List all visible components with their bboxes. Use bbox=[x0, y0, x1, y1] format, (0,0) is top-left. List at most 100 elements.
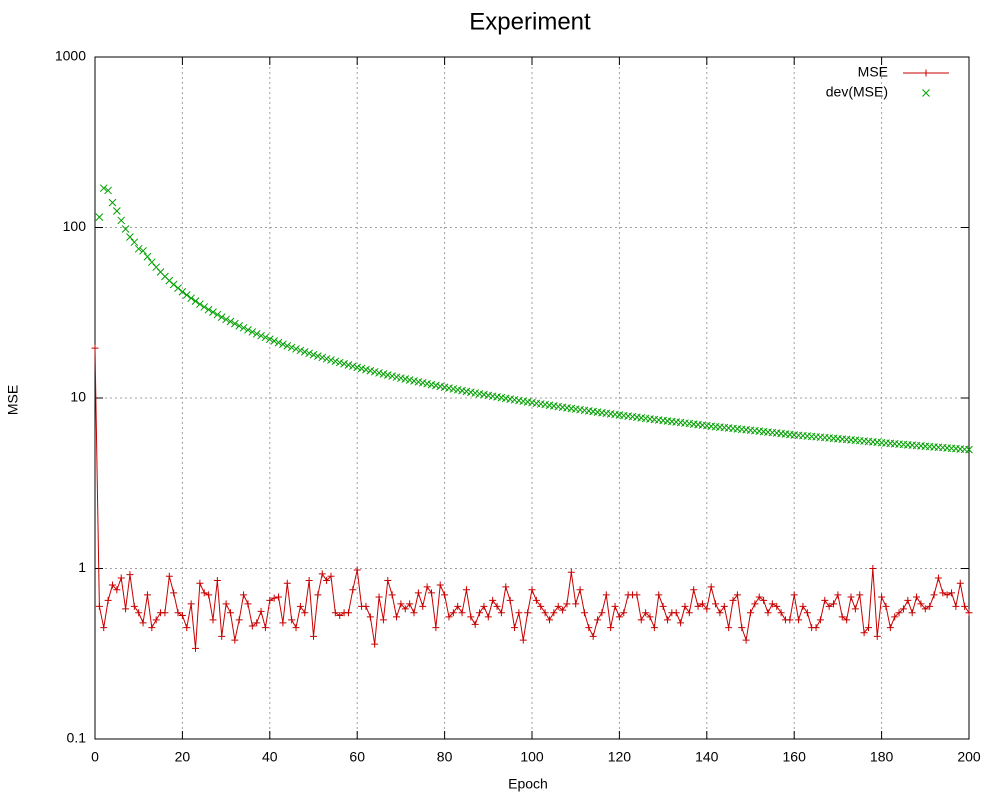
data-point bbox=[126, 233, 134, 241]
data-point bbox=[122, 605, 130, 613]
data-point bbox=[388, 591, 396, 599]
data-point bbox=[729, 596, 737, 604]
data-point bbox=[847, 593, 855, 601]
data-point bbox=[257, 331, 265, 340]
data-point bbox=[484, 613, 492, 621]
legend-marker bbox=[922, 69, 930, 77]
data-point bbox=[580, 609, 588, 617]
plot-border bbox=[94, 56, 970, 740]
data-point bbox=[244, 326, 252, 334]
data-point bbox=[493, 602, 501, 610]
data-point bbox=[314, 591, 322, 599]
data-point bbox=[476, 609, 484, 617]
data-point bbox=[908, 609, 916, 617]
data-point bbox=[646, 613, 654, 621]
data-point bbox=[91, 344, 99, 352]
x-tick-label: 0 bbox=[91, 749, 99, 765]
data-point bbox=[528, 586, 536, 594]
data-point bbox=[642, 609, 650, 617]
data-point bbox=[799, 602, 807, 610]
y-axis-label: MSE bbox=[5, 385, 21, 415]
data-point bbox=[685, 609, 693, 617]
data-point bbox=[318, 570, 326, 578]
data-point bbox=[357, 364, 366, 373]
y-tick-label: 0.1 bbox=[67, 730, 87, 746]
data-point bbox=[383, 371, 392, 379]
data-point bbox=[143, 252, 152, 261]
data-point bbox=[305, 349, 313, 358]
x-tick-label: 200 bbox=[957, 749, 981, 765]
data-point bbox=[275, 593, 283, 601]
data-point bbox=[226, 609, 234, 617]
data-point bbox=[174, 609, 182, 617]
data-point bbox=[270, 594, 278, 602]
data-point bbox=[287, 343, 296, 352]
data-point bbox=[169, 280, 178, 289]
data-point bbox=[677, 619, 685, 627]
y-tick-label: 1 bbox=[78, 559, 86, 575]
data-point bbox=[296, 602, 304, 610]
data-point bbox=[218, 632, 226, 640]
data-point bbox=[362, 365, 370, 374]
data-point bbox=[511, 624, 519, 632]
data-point bbox=[878, 593, 886, 601]
data-point bbox=[926, 602, 934, 610]
data-point bbox=[882, 602, 890, 610]
data-point bbox=[183, 624, 191, 632]
data-point bbox=[331, 609, 339, 617]
data-point bbox=[314, 352, 322, 360]
data-point bbox=[331, 357, 340, 366]
data-point bbox=[838, 613, 846, 621]
data-point bbox=[506, 596, 514, 604]
data-point bbox=[589, 632, 597, 640]
data-point bbox=[930, 591, 938, 599]
data-point bbox=[134, 244, 143, 253]
data-point bbox=[764, 609, 772, 617]
data-point bbox=[633, 591, 641, 599]
data-point bbox=[187, 600, 195, 608]
data-point bbox=[864, 624, 872, 632]
data-point bbox=[760, 596, 768, 604]
data-point bbox=[650, 624, 658, 632]
data-point bbox=[471, 620, 479, 628]
data-point bbox=[843, 616, 851, 624]
data-point bbox=[559, 606, 567, 614]
x-tick-label: 180 bbox=[870, 749, 894, 765]
data-point bbox=[690, 586, 698, 594]
x-tick-label: 40 bbox=[262, 749, 278, 765]
data-point bbox=[375, 593, 383, 601]
data-point bbox=[318, 353, 327, 362]
data-point bbox=[742, 636, 750, 644]
data-point bbox=[572, 600, 580, 608]
data-point bbox=[344, 609, 352, 617]
data-point bbox=[393, 613, 401, 621]
data-point bbox=[860, 629, 868, 637]
data-point bbox=[397, 600, 405, 608]
data-point bbox=[904, 596, 912, 604]
data-point bbox=[895, 609, 903, 617]
data-point bbox=[213, 577, 221, 585]
data-point bbox=[265, 335, 274, 344]
data-point bbox=[108, 198, 117, 207]
data-point bbox=[856, 591, 864, 599]
data-point bbox=[502, 583, 510, 591]
data-point bbox=[598, 609, 606, 617]
data-point bbox=[961, 602, 969, 610]
data-point bbox=[349, 586, 357, 594]
data-point bbox=[594, 616, 602, 624]
x-tick-label: 80 bbox=[437, 749, 453, 765]
data-point bbox=[532, 596, 540, 604]
data-point bbox=[449, 609, 457, 617]
data-point bbox=[117, 574, 125, 582]
data-point bbox=[292, 345, 300, 353]
data-point bbox=[834, 591, 842, 599]
data-point bbox=[99, 184, 108, 193]
y-tick-label: 10 bbox=[70, 389, 86, 405]
data-point bbox=[353, 566, 361, 574]
data-point bbox=[95, 213, 104, 222]
data-point bbox=[707, 583, 715, 591]
data-point bbox=[139, 246, 147, 255]
data-point bbox=[370, 367, 379, 376]
data-point bbox=[279, 619, 287, 627]
